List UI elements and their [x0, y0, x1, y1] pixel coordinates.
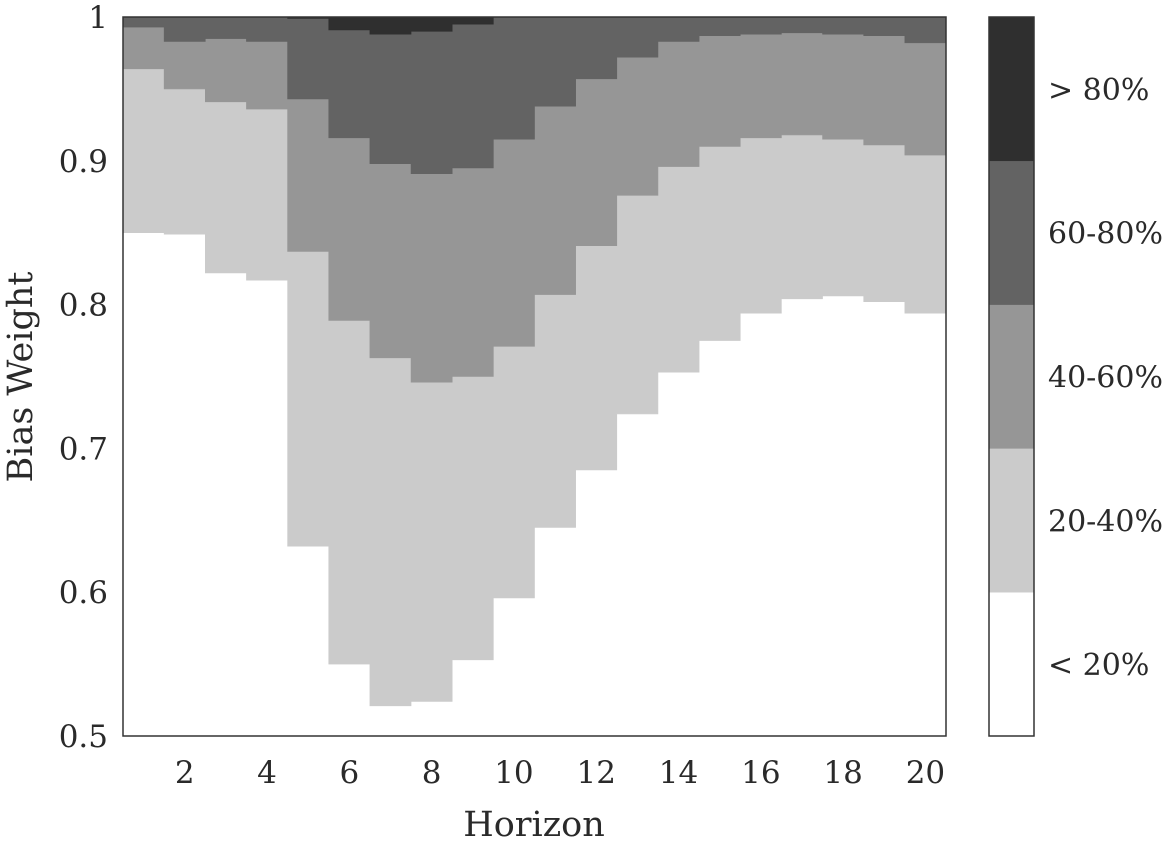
y-tick-label: 1 — [88, 0, 108, 36]
y-axis-label: Bias Weight — [1, 272, 41, 483]
colorbar-label: 40-60% — [1048, 361, 1163, 396]
colorbar-frame — [988, 16, 1035, 737]
x-tick-label: 16 — [741, 755, 780, 791]
y-tick-label: 0.9 — [59, 144, 108, 180]
x-tick-label: 10 — [494, 755, 533, 791]
colorbar-swatch — [988, 448, 1035, 593]
colorbar-swatch — [988, 591, 1035, 737]
colorbar-swatch — [988, 16, 1035, 162]
colorbar: < 20% 20-40% 40-60% 60-80% > 80% — [988, 16, 1163, 737]
x-tick-label: 12 — [576, 755, 615, 791]
y-tick-label: 0.6 — [59, 575, 108, 611]
x-tick-label: 8 — [422, 755, 442, 791]
colorbar-label: > 80% — [1048, 73, 1149, 108]
x-tick-label: 6 — [339, 755, 359, 791]
plot-fills — [122, 16, 947, 736]
x-tick-label: 20 — [906, 755, 945, 791]
colorbar-swatch — [988, 304, 1035, 449]
y-tick-label: 0.7 — [59, 431, 108, 467]
colorbar-label: < 20% — [1048, 648, 1149, 683]
y-tick-label: 0.5 — [59, 719, 108, 755]
x-tick-label: 4 — [257, 755, 277, 791]
x-tick-label: 18 — [823, 755, 862, 791]
y-axis-ticks: 0.5 0.6 0.7 0.8 0.9 1 — [59, 0, 108, 755]
x-axis-ticks: 2 4 6 8 10 12 14 16 18 20 — [175, 755, 945, 791]
x-tick-label: 14 — [659, 755, 698, 791]
x-tick-label: 2 — [175, 755, 195, 791]
level-region-3 — [122, 16, 947, 175]
x-axis-label: Horizon — [463, 805, 605, 843]
y-tick-label: 0.8 — [59, 288, 108, 324]
colorbar-label: 20-40% — [1048, 504, 1163, 539]
colorbar-label: 60-80% — [1048, 217, 1163, 252]
colorbar-swatch — [988, 160, 1035, 305]
plot-frame — [122, 16, 947, 737]
